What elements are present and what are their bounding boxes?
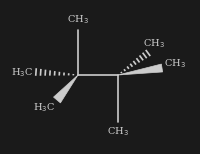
Text: H$_3$C: H$_3$C bbox=[33, 102, 55, 114]
Polygon shape bbox=[54, 75, 78, 103]
Text: CH$_3$: CH$_3$ bbox=[107, 126, 129, 138]
Text: CH$_3$: CH$_3$ bbox=[164, 58, 186, 70]
Text: CH$_3$: CH$_3$ bbox=[143, 38, 165, 50]
Text: H$_3$C: H$_3$C bbox=[11, 67, 33, 79]
Polygon shape bbox=[118, 64, 163, 75]
Text: CH$_3$: CH$_3$ bbox=[67, 14, 89, 26]
